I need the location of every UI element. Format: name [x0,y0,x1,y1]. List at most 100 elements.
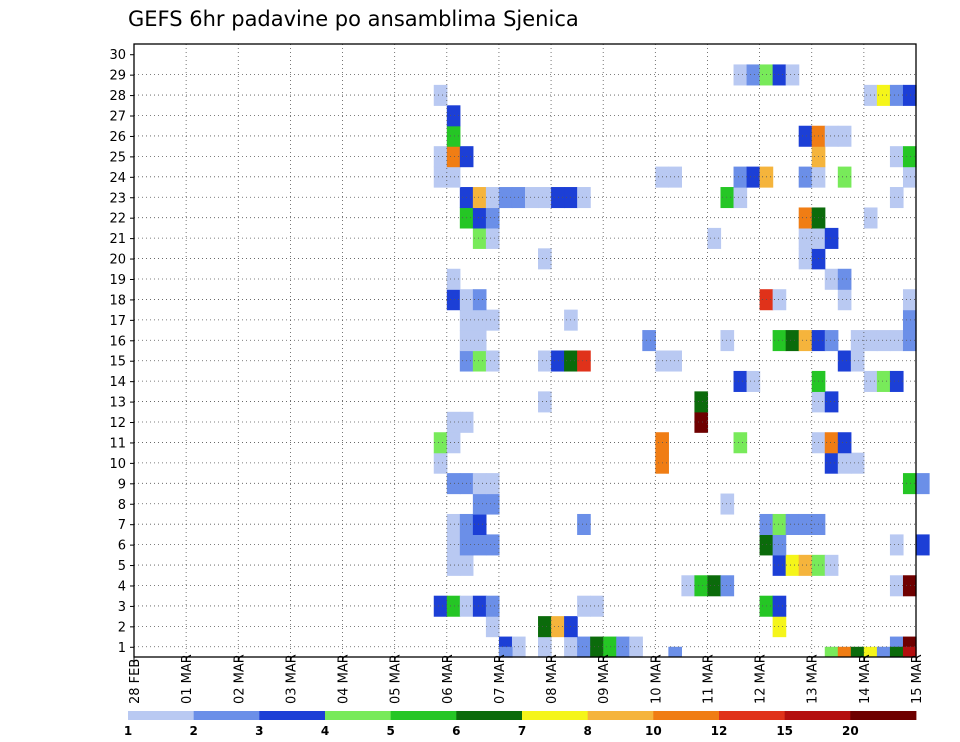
x-tick-label: 14 MAR [858,654,873,704]
precip-cell [485,187,500,209]
precip-cell [902,309,917,331]
precip-cell [590,636,604,658]
precip-cell [850,646,865,657]
precip-cell [498,646,513,657]
precip-cell [577,595,591,617]
precip-cell [889,370,904,392]
colorbar-swatch [784,711,851,720]
x-tick-label: 08 MAR [545,654,560,704]
x-tick-label: 03 MAR [284,654,299,704]
y-tick-label: 9 [118,477,126,492]
colorbar-label: 20 [842,724,859,738]
colorbar-swatch [128,711,195,720]
precip-cell [824,391,839,413]
y-tick-label: 18 [109,293,126,308]
precip-cell [837,166,852,188]
precip-cell [472,595,487,617]
precip-cell [446,473,461,495]
precip-cell [824,268,839,290]
y-tick-label: 13 [109,396,126,411]
precip-cell [889,330,904,352]
precip-cell [485,493,500,515]
y-tick-label: 19 [109,273,126,288]
precip-cell [446,534,461,556]
precip-cell [876,370,891,392]
precip-cell [472,207,487,229]
precip-cell [889,575,904,597]
precip-cell [733,187,748,209]
precip-cell [798,227,813,249]
precip-cell [902,84,917,106]
precip-cell [798,207,813,229]
precip-cell [485,227,500,249]
colorbar-swatch [325,711,392,720]
precip-cell [498,187,513,209]
chart-title: GEFS 6hr padavine po ansamblima Sjenica [128,7,579,31]
precip-cell [472,513,487,535]
precip-cell [551,616,565,638]
y-tick-label: 3 [118,600,126,615]
colorbar-label: 2 [189,724,197,738]
precip-cell [772,289,787,311]
precip-cell [446,513,461,535]
precip-cell [485,595,500,617]
precip-cell [733,166,748,188]
precip-cell [446,411,461,433]
precip-cell [446,146,461,168]
colorbar-label: 15 [776,724,793,738]
precip-cell [772,595,787,617]
precip-cell [472,493,487,515]
precip-cell [863,646,878,657]
x-tick-label: 06 MAR [441,654,456,704]
precip-cell [681,575,696,597]
colorbar-swatch [653,711,720,720]
colorbar-label: 3 [255,724,263,738]
colorbar-label: 1 [124,724,132,738]
x-tick-label: 13 MAR [806,654,821,704]
x-tick-label: 05 MAR [389,654,404,704]
precip-cell [746,64,761,86]
precip-cell [824,227,839,249]
precip-cell [472,227,487,249]
precip-cell [446,105,461,127]
precip-cell [850,350,865,372]
precip-cell [837,646,852,657]
precip-cell [733,370,748,392]
colorbar-swatch [587,711,654,720]
y-tick-label: 1 [118,641,126,656]
precip-cell [837,432,852,454]
colorbar-swatch [850,711,917,720]
y-tick-label: 11 [109,436,126,451]
precip-cell [772,330,787,352]
x-tick-label: 12 MAR [754,654,769,704]
precip-cell [446,595,461,617]
precip-cell [889,84,904,106]
precip-cell [824,432,839,454]
precip-cell [538,187,552,209]
precip-cell [642,330,656,352]
precip-cell [850,452,865,474]
x-tick-label: 11 MAR [701,654,716,704]
x-tick-label: 15 MAR [910,654,925,704]
precip-cell [538,391,552,413]
colorbar-swatch [193,711,260,720]
precip-cell [525,187,539,209]
precip-cell [485,616,500,638]
precip-cell [798,513,813,535]
precip-cell [837,350,852,372]
precip-cell [694,391,709,413]
precip-cell [472,473,487,495]
precip-cell [433,146,448,168]
x-tick-label: 07 MAR [493,654,508,704]
precip-cell [902,473,917,495]
precip-cell [824,125,839,147]
precip-cell [772,616,787,638]
precip-cell [772,513,787,535]
precip-cell [538,616,552,638]
y-tick-label: 16 [109,334,126,349]
y-tick-label: 25 [109,150,126,165]
precip-cell [772,534,787,556]
precip-cell [798,330,813,352]
colorbar-swatch [456,711,523,720]
